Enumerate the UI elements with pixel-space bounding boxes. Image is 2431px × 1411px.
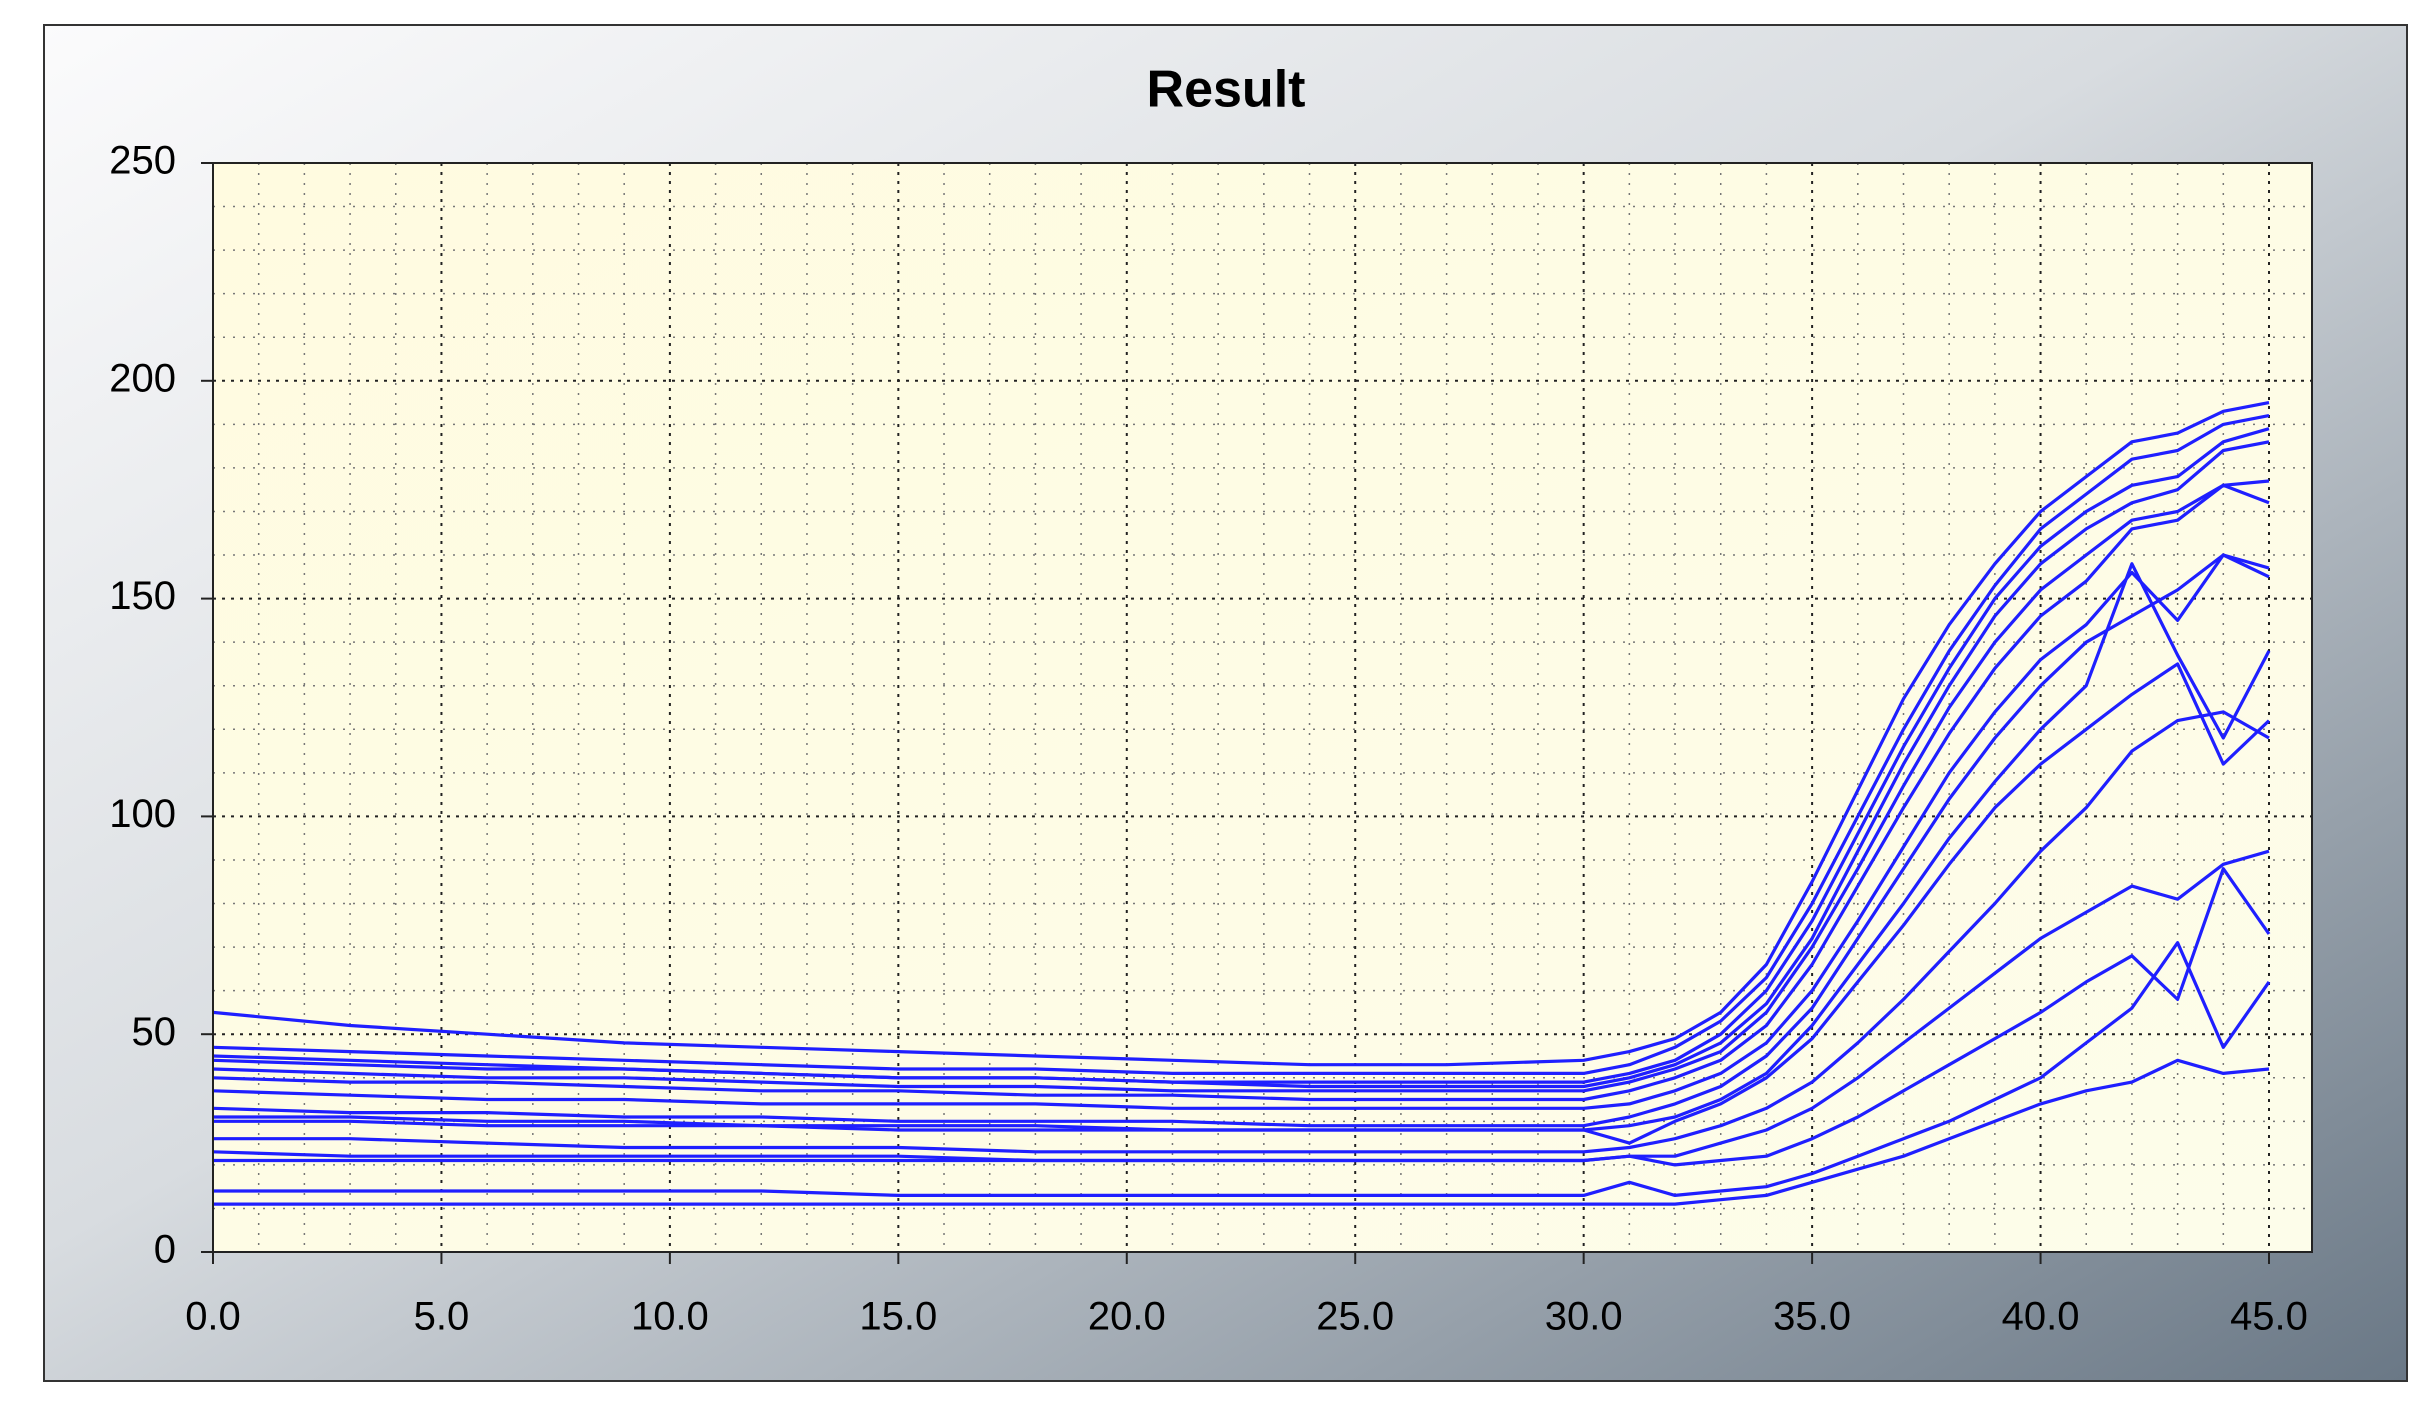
- x-tick-label: 25.0: [1316, 1295, 1394, 1339]
- x-tick-label: 0.0: [185, 1295, 241, 1339]
- y-tick-label: 250: [109, 139, 176, 183]
- y-tick-label: 50: [132, 1010, 177, 1054]
- data-line: [212, 849, 2270, 1163]
- data-line: [212, 479, 2270, 1093]
- data-line: [212, 483, 2270, 1102]
- x-tick-label: 45.0: [2230, 1295, 2308, 1339]
- x-tick-label: 35.0: [1773, 1295, 1851, 1339]
- data-line: [212, 553, 2270, 1128]
- x-tick-label: 5.0: [414, 1295, 470, 1339]
- x-tick-label: 15.0: [859, 1295, 937, 1339]
- x-tick-label: 40.0: [2002, 1295, 2080, 1339]
- data-line: [212, 440, 2270, 1089]
- data-line: [212, 414, 2270, 1075]
- x-tick-label: 10.0: [631, 1295, 709, 1339]
- y-tick-label: 150: [109, 574, 176, 618]
- y-tick-label: 200: [109, 356, 176, 400]
- data-line: [212, 553, 2270, 1110]
- data-line: [213, 867, 2271, 1167]
- data-line: [213, 941, 2271, 1197]
- data-line: [213, 662, 2271, 1145]
- plot-border: [212, 162, 2313, 1253]
- x-tick-label: 20.0: [1088, 1295, 1166, 1339]
- y-tick-label: 0: [154, 1228, 176, 1272]
- data-line: [212, 401, 2270, 1067]
- data-line: [213, 1058, 2270, 1206]
- y-tick-label: 100: [109, 792, 176, 836]
- x-tick-label: 30.0: [1545, 1295, 1623, 1339]
- chart-title: Result: [1147, 61, 1306, 119]
- data-line: [213, 710, 2270, 1154]
